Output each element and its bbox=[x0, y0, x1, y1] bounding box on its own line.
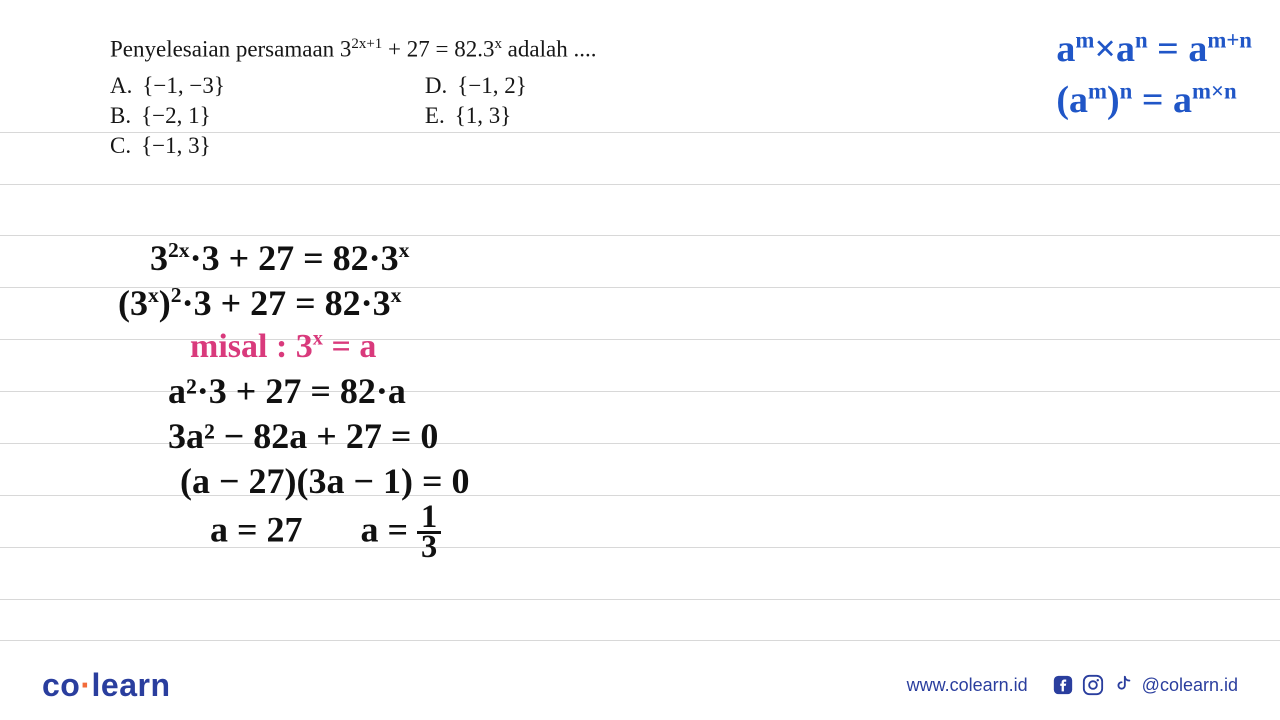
option-a: A. {−1, −3} bbox=[110, 73, 225, 99]
options-right: D. {−1, 2} E. {1, 3} bbox=[425, 73, 527, 159]
question-mid: + 27 = 82.3 bbox=[382, 37, 494, 62]
question-block: Penyelesaian persamaan 32x+1 + 27 = 82.3… bbox=[0, 0, 1280, 159]
w2-b: ) bbox=[159, 283, 171, 323]
work-line-2: (3x)2·3 + 27 = 82·3x bbox=[118, 281, 470, 326]
logo-dot: · bbox=[80, 667, 91, 703]
w2-c: ·3 + 27 = 82·3 bbox=[182, 283, 391, 323]
footer-url: www.colearn.id bbox=[907, 675, 1028, 696]
footer: co·learn www.colearn.id @colearn.id bbox=[0, 650, 1280, 720]
options: A. {−1, −3} B. {−2, 1} C. {−1, 3} D. {−1, 2}… bbox=[110, 73, 1170, 159]
option-d: D. {−1, 2} bbox=[425, 73, 527, 99]
option-c: C. {−1, 3} bbox=[110, 133, 225, 159]
w2-e2: 2 bbox=[171, 283, 182, 307]
social-handle: @colearn.id bbox=[1142, 675, 1238, 696]
w2-e1: x bbox=[148, 283, 159, 307]
work-line-4: a²·3 + 27 = 82·a bbox=[168, 369, 470, 414]
handwritten-work: 32x·3 + 27 = 82·3x (3x)2·3 + 27 = 82·3x … bbox=[150, 236, 470, 562]
option-e-value: {1, 3} bbox=[455, 103, 512, 129]
w7b-pre: a = bbox=[361, 509, 418, 549]
work-line-7: a = 27 a = 13 bbox=[210, 504, 470, 562]
option-b-value: {−2, 1} bbox=[141, 103, 211, 129]
option-c-value: {−1, 3} bbox=[141, 133, 211, 159]
option-a-value: {−1, −3} bbox=[142, 73, 225, 99]
w6: (a − 27)(3a − 1) = 0 bbox=[180, 461, 470, 501]
options-left: A. {−1, −3} B. {−2, 1} C. {−1, 3} bbox=[110, 73, 225, 159]
option-b-letter: B. bbox=[110, 103, 131, 129]
option-e-letter: E. bbox=[425, 103, 445, 129]
option-c-letter: C. bbox=[110, 133, 131, 159]
w3-b: = a bbox=[323, 328, 376, 365]
social-group: @colearn.id bbox=[1052, 674, 1238, 696]
w2-e3: x bbox=[391, 283, 402, 307]
question-base: 3 bbox=[340, 37, 352, 62]
w3-label: misal : bbox=[190, 328, 287, 365]
w3-a: 3 bbox=[287, 328, 313, 365]
question-prefix: Penyelesaian persamaan bbox=[110, 37, 340, 62]
w1-b: ·3 + 27 = 82·3 bbox=[190, 238, 399, 278]
question-suffix: adalah .... bbox=[502, 37, 597, 62]
option-d-value: {−1, 2} bbox=[457, 73, 527, 99]
option-e: E. {1, 3} bbox=[425, 103, 527, 129]
tiktok-icon bbox=[1112, 674, 1134, 696]
work-line-3: misal : 3x = a bbox=[190, 326, 470, 369]
logo-learn: learn bbox=[92, 667, 171, 703]
w1-e1: 2x bbox=[168, 238, 190, 262]
w7b-frac: 13 bbox=[417, 504, 441, 562]
work-line-5: 3a² − 82a + 27 = 0 bbox=[168, 414, 470, 459]
option-d-letter: D. bbox=[425, 73, 447, 99]
w1-a: 3 bbox=[150, 238, 168, 278]
option-a-letter: A. bbox=[110, 73, 132, 99]
question-text: Penyelesaian persamaan 32x+1 + 27 = 82.3… bbox=[110, 36, 1170, 63]
w4: a²·3 + 27 = 82·a bbox=[168, 371, 406, 411]
work-line-6: (a − 27)(3a − 1) = 0 bbox=[180, 459, 470, 504]
footer-right: www.colearn.id @colearn.id bbox=[907, 674, 1238, 696]
work-line-1: 32x·3 + 27 = 82·3x bbox=[150, 236, 470, 281]
w7a: a = 27 bbox=[210, 509, 303, 549]
question-exp1: 2x+1 bbox=[351, 36, 382, 52]
w7b-den: 3 bbox=[417, 534, 441, 562]
logo-co: co bbox=[42, 667, 80, 703]
w1-e2: x bbox=[399, 238, 410, 262]
brand-logo: co·learn bbox=[42, 667, 170, 704]
w3-e: x bbox=[313, 328, 323, 350]
w5: 3a² − 82a + 27 = 0 bbox=[168, 416, 438, 456]
facebook-icon bbox=[1052, 674, 1074, 696]
instagram-icon bbox=[1082, 674, 1104, 696]
option-b: B. {−2, 1} bbox=[110, 103, 225, 129]
question-exp2: x bbox=[494, 36, 501, 52]
w2-a: (3 bbox=[118, 283, 148, 323]
